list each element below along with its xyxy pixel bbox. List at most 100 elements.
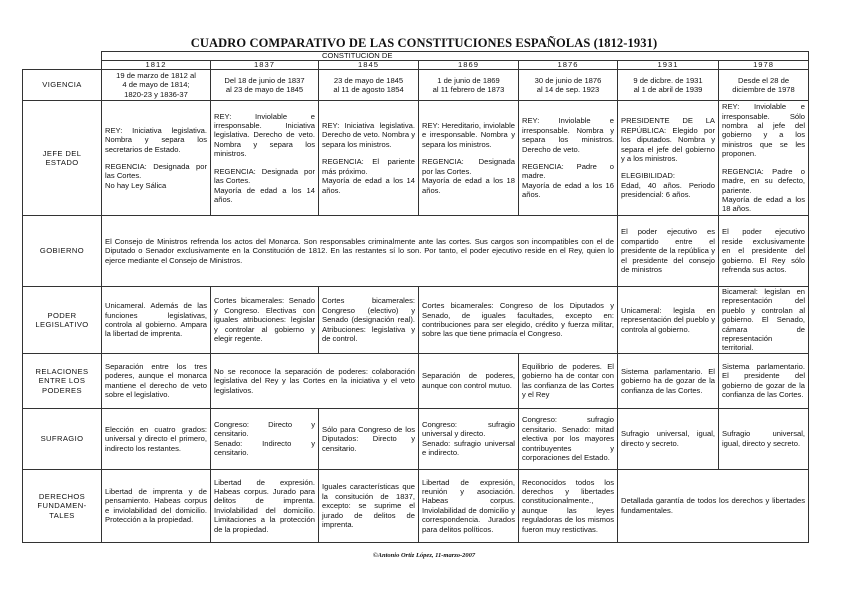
- cell-paragraph: Sólo para Congreso de los Diputados: Dir…: [322, 425, 415, 453]
- cell-paragraph: Congreso: sufragio universal y directo. S…: [422, 420, 515, 458]
- cell-paragraph: Libertad de expresión. Habeas corpus. Ju…: [214, 478, 315, 534]
- cell-line: al 23 de mayo de 1845: [225, 85, 304, 94]
- cell-1812: Libertad de imprenta y de pensamiento. H…: [101, 468, 211, 543]
- cell-line: No se reconoce la separación de poderes:…: [214, 366, 415, 395]
- year-header-1869: 1869: [418, 60, 519, 70]
- cell-line: Sólo para Congreso de los Diputados: Dir…: [322, 424, 415, 453]
- cell-paragraph: REGENCIA: El pariente más próximo. Mayorí…: [322, 157, 415, 195]
- cell-line: REY: Iniciativa legislativa. Derecho de …: [322, 121, 415, 149]
- year-header-1845: 1845: [318, 60, 419, 70]
- blank-corner: [23, 61, 102, 70]
- cell-paragraph: Libertad de expresión, reunión y asociac…: [422, 478, 515, 534]
- cell-line: Sistema parlamentario. El presidente del…: [722, 362, 806, 400]
- cell-line: REY: Iniciativa legislativa. Nombra y se…: [105, 125, 207, 154]
- cell-paragraph: Congreso: sufragio censitario. Senado: m…: [522, 415, 614, 462]
- cell-line: Unicameral: legisla en representación de…: [621, 305, 715, 334]
- cell-1931: Sufragio universal, igual, directo y sec…: [617, 407, 719, 470]
- cell-paragraph: Congreso: Directo y censitario. Senado: I…: [214, 420, 315, 458]
- cell-line: al 11 de agosto 1854: [333, 85, 404, 94]
- cell-1845: REY: Iniciativa legislativa. Derecho de …: [318, 100, 419, 216]
- cell-1812: REY: Iniciativa legislativa. Nombra y se…: [101, 100, 211, 216]
- cell-1812: 19 de marzo de 1812 al 4 de mayo de 1814;…: [101, 69, 211, 101]
- cell-paragraph: Bicameral: legislan en representación de…: [722, 287, 806, 353]
- cell-line: REGENCIA: Designada por las Cortes.: [214, 166, 315, 186]
- cell-line: 9 de dicbre. de 1931: [633, 75, 703, 85]
- cell-line: Desde el 28 de: [737, 75, 790, 85]
- cell-paragraph: Separación de poderes, aunque con contro…: [422, 371, 515, 390]
- cell-1837: Cortes bicamerales: Senado y Congreso. E…: [210, 286, 319, 354]
- cell-1837-1845: No se reconoce la separación de poderes:…: [210, 352, 419, 409]
- row-label: VIGENCIA: [22, 69, 102, 101]
- cell-paragraph: Iguales características que la consituci…: [322, 482, 415, 529]
- cell-paragraph: REY: Inviolable e irresponsable. Iniciat…: [214, 112, 315, 159]
- row-label: DERECHOS FUNDAMEN- TALES: [22, 468, 102, 543]
- cell-1837: Libertad de expresión. Habeas corpus. Ju…: [210, 468, 319, 543]
- cell-paragraph: REY: Iniciativa legislativa. Nombra y se…: [105, 126, 207, 154]
- cell-paragraph: No se reconoce la separación de poderes:…: [214, 367, 415, 395]
- cell-1845: 23 de mayo de 1845 al 11 de agosto 1854: [318, 69, 419, 101]
- cell-line: al 1 de abril de 1939: [633, 85, 703, 94]
- cell-paragraph: 23 de mayo de 1845 al 11 de agosto 1854: [322, 76, 415, 95]
- row-label-line: GOBIERNO: [39, 246, 85, 256]
- row-label-line: ENTRE LOS: [38, 376, 86, 386]
- cell-line: Mayoría de edad a los 14 años.: [214, 185, 315, 204]
- cell-paragraph: 30 de junio de 1876 al 14 de sep. 1923: [522, 76, 614, 95]
- cell-line: Del 18 de junio de 1837: [224, 75, 305, 85]
- cell-line: REY: Inviolable e irresponsable. Iniciat…: [214, 111, 315, 159]
- row-label-line: TALES: [49, 510, 75, 520]
- cell-paragraph: Cortes bicamerales: Congreso de los Dipu…: [422, 301, 614, 339]
- row-label: JEFE DEL ESTADO: [22, 100, 102, 216]
- cell-line: Cortes bicamerales: Senado y Congreso. E…: [214, 296, 315, 344]
- cell-paragraph: REGENCIA: Padre o madre, en su defecto, …: [722, 167, 805, 214]
- cell-line: REGENCIA: Padre o madre, en su defecto, …: [722, 166, 806, 195]
- cell-line: REGENCIA: Padre o madre.: [522, 162, 614, 181]
- cell-line: PRESIDENTE DE LA REPÚBLICA: Elegido por …: [621, 116, 715, 163]
- cell-1812: Separación entre los tres poderes, aunqu…: [101, 352, 211, 409]
- cell-1869: Libertad de expresión, reunión y asociac…: [418, 468, 519, 543]
- cell-paragraph: Sistema parlamentario. El presidente del…: [722, 362, 805, 400]
- cell-line: Unicameral. Además de las funciones legi…: [105, 301, 207, 339]
- row-label-line: DERECHOS: [38, 491, 86, 501]
- cell-line: No hay Ley Sálica: [105, 180, 167, 190]
- cell-1931-1978: Detallada garantía de todos los derechos…: [616, 468, 810, 543]
- cell-line: diciembre de 1978: [732, 85, 795, 94]
- cell-line: Libertad de imprenta y de pensamiento. H…: [105, 487, 207, 525]
- cell-line: Reconocidos todos los derechos y liberta…: [522, 477, 614, 534]
- cell-1978: REY: Inviolable e irresponsable. Sólo no…: [717, 100, 810, 216]
- cell-paragraph: Detallada garantía de todos los derechos…: [621, 496, 805, 515]
- row-label: PODER LEGISLATIVO: [22, 286, 102, 354]
- cell-line: Libertad de expresión, reunión y asociac…: [422, 477, 515, 534]
- cell-paragraph: Unicameral: legisla en representación de…: [621, 306, 715, 334]
- cell-paragraph: El poder ejecutivo es compartido entre e…: [621, 227, 715, 274]
- cell-1978: Bicameral: legislan en representación de…: [717, 286, 810, 354]
- cell-line: 1820-23 y 1836-37: [124, 89, 188, 99]
- cell-1869: REY: Hereditario, inviolable e irrespons…: [418, 100, 519, 216]
- cell-line: Senado: sufragio universal e indirecto.: [422, 438, 515, 458]
- cell-paragraph: REY: Hereditario, inviolable e irrespons…: [422, 121, 515, 149]
- cell-paragraph: REGENCIA: Designada por las Cortes. No ha…: [105, 162, 207, 190]
- row-label-line: VIGENCIA: [42, 80, 82, 90]
- row-label: RELACIONES ENTRE LOS PODERES: [22, 352, 102, 409]
- cell-1931: El poder ejecutivo es compartido entre e…: [617, 215, 719, 287]
- year-header-1876: 1876: [518, 60, 618, 70]
- cell-paragraph: El Consejo de Ministros refrenda los act…: [105, 237, 614, 265]
- cell-line: REY: Inviolable e irresponsable. Nombra …: [522, 116, 614, 154]
- cell-line: Elección en cuatro grados: universal y d…: [105, 424, 207, 453]
- cell-1978: El poder ejecutivo reside exclusivamente…: [717, 215, 810, 287]
- cell-line: Bicameral: legislan en representación de…: [722, 287, 806, 353]
- cell-paragraph: Unicameral. Además de las funciones legi…: [105, 301, 207, 339]
- cell-paragraph: REY: Iniciativa legislativa. Derecho de …: [322, 121, 415, 149]
- cell-1837: Del 18 de junio de 1837 al 23 de mayo de …: [210, 69, 319, 101]
- cell-paragraph: Desde el 28 de diciembre de 1978: [722, 76, 805, 95]
- cell-1876: REY: Inviolable e irresponsable. Nombra …: [518, 100, 618, 216]
- cell-line: Sufragio universal, igual, directo y sec…: [722, 429, 806, 448]
- cell-line: Congreso: sufragio censitario. Senado: m…: [522, 415, 614, 462]
- year-header-1931: 1931: [617, 60, 719, 70]
- cell-line: 23 de mayo de 1845: [333, 75, 404, 85]
- row-label-line: PODERES: [42, 385, 82, 395]
- year-header-1837: 1837: [210, 60, 319, 70]
- row-label-line: LEGISLATIVO: [35, 319, 89, 329]
- row-label: SUFRAGIO: [22, 407, 102, 470]
- table-row: PODER LEGISLATIVO Unicameral. Además de la…: [22, 286, 810, 354]
- document-title: CUADRO COMPARATIVO DE LAS CONSTITUCIONES…: [190, 36, 658, 50]
